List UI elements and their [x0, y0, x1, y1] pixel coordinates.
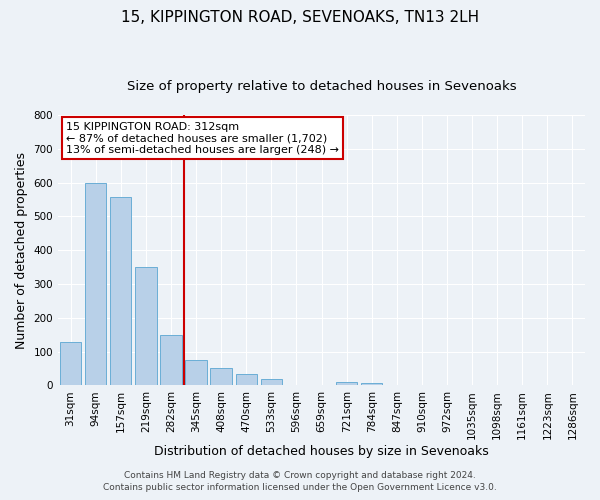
- Bar: [236, 374, 257, 386]
- Bar: [361, 382, 382, 386]
- Bar: [110, 197, 131, 386]
- Bar: [85, 182, 106, 386]
- Title: Size of property relative to detached houses in Sevenoaks: Size of property relative to detached ho…: [127, 80, 517, 93]
- Text: Contains HM Land Registry data © Crown copyright and database right 2024.
Contai: Contains HM Land Registry data © Crown c…: [103, 471, 497, 492]
- Bar: [336, 382, 357, 386]
- X-axis label: Distribution of detached houses by size in Sevenoaks: Distribution of detached houses by size …: [154, 444, 489, 458]
- Bar: [135, 267, 157, 386]
- Bar: [211, 368, 232, 386]
- Text: 15, KIPPINGTON ROAD, SEVENOAKS, TN13 2LH: 15, KIPPINGTON ROAD, SEVENOAKS, TN13 2LH: [121, 10, 479, 25]
- Bar: [160, 334, 182, 386]
- Text: 15 KIPPINGTON ROAD: 312sqm
← 87% of detached houses are smaller (1,702)
13% of s: 15 KIPPINGTON ROAD: 312sqm ← 87% of deta…: [66, 122, 339, 155]
- Bar: [260, 380, 282, 386]
- Y-axis label: Number of detached properties: Number of detached properties: [15, 152, 28, 348]
- Bar: [60, 342, 81, 386]
- Bar: [185, 360, 207, 386]
